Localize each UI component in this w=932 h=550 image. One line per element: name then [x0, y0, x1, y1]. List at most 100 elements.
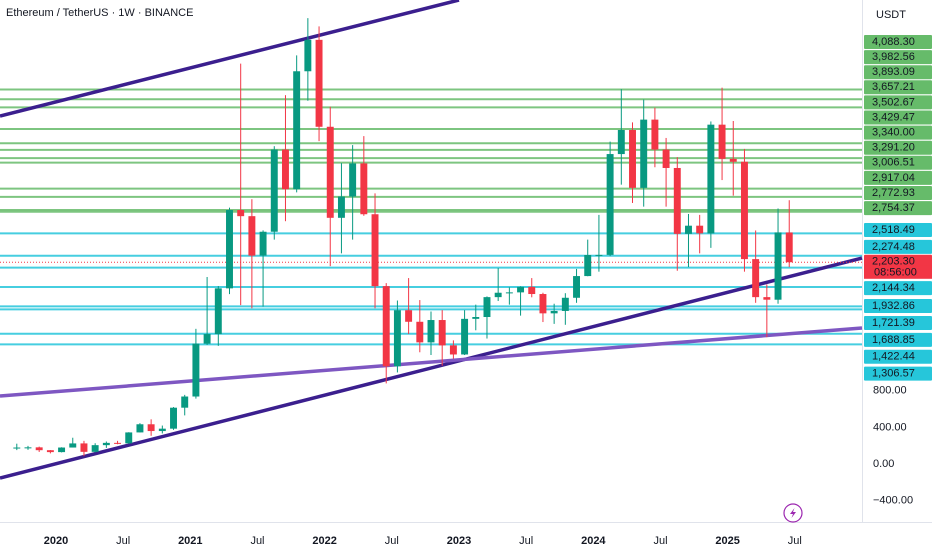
price-level-label-bg: [864, 80, 932, 95]
candle-body: [125, 432, 133, 444]
y-tick-label: 400.00: [873, 421, 907, 433]
price-level-label: 2,754.37: [872, 202, 915, 214]
candle-body: [427, 320, 435, 343]
candle-body: [237, 210, 245, 217]
price-level-label-bg: [864, 366, 932, 381]
candle-body: [114, 442, 122, 444]
candle-body: [371, 214, 379, 287]
candle-body: [573, 276, 581, 298]
candle-body: [181, 396, 189, 408]
candle-body: [147, 424, 155, 432]
candle-body: [69, 443, 77, 448]
candle-body: [617, 129, 625, 155]
candle-body: [405, 310, 413, 322]
countdown-bg: [864, 265, 932, 279]
currency-label: USDT: [876, 9, 906, 21]
candle-body: [203, 334, 211, 344]
candle-body: [685, 225, 692, 234]
candle-body: [740, 161, 748, 260]
candle-body: [214, 288, 222, 335]
price-axis: 800.00 400.00 0.00 −400.00 4,088.30 3,982.56 3…: [864, 35, 932, 507]
candle-body: [449, 345, 457, 355]
price-level-label-bg: [864, 170, 932, 185]
candle-body: [640, 119, 648, 188]
candle-body: [696, 225, 704, 234]
price-level-label-bg: [864, 223, 932, 237]
price-level-label-bg: [864, 239, 932, 254]
candle-body: [226, 210, 233, 289]
candle-body: [729, 158, 737, 162]
price-level-label-bg: [864, 315, 932, 330]
price-level-label: 2,772.93: [872, 187, 915, 199]
candle-body: [494, 292, 502, 298]
candle-body: [393, 310, 401, 367]
candle-body: [58, 447, 66, 453]
price-level-label-bg: [864, 35, 932, 49]
candle-body: [136, 424, 144, 433]
candle-body: [281, 149, 289, 190]
candle-body: [752, 259, 760, 298]
candle-body: [550, 310, 558, 314]
x-tick-label: Jul: [788, 535, 802, 547]
lightning-icon[interactable]: [783, 503, 803, 523]
trendline: [0, 326, 863, 398]
x-tick-label: Jul: [519, 535, 533, 547]
x-tick-label: Jul: [385, 535, 399, 547]
candle-body: [91, 445, 99, 452]
candle-body: [629, 129, 636, 188]
candle-body: [517, 286, 525, 293]
price-level-label: 1,688.85: [872, 334, 915, 346]
price-level-label: 3,502.67: [872, 96, 915, 108]
icon-bolt: [790, 508, 796, 518]
x-tick-label: 2024: [581, 535, 606, 547]
candle-body: [35, 447, 43, 451]
price-level-label: 3,429.47: [872, 111, 915, 123]
price-level-label: 3,340.00: [872, 127, 915, 139]
price-level-label-bg: [864, 299, 932, 314]
candle-body: [13, 447, 21, 449]
price-level-label: 2,518.49: [872, 224, 915, 236]
price-level-label: 4,088.30: [872, 36, 915, 48]
candle-body: [102, 442, 110, 446]
x-tick-label: Jul: [116, 535, 130, 547]
plot-area: [0, 0, 863, 480]
candle-body: [606, 154, 614, 255]
x-tick-label: 2020: [44, 535, 68, 547]
price-level-label: 3,291.20: [872, 142, 915, 154]
x-tick-label: 2021: [178, 535, 202, 547]
price-level-label: 2,274.48: [872, 241, 915, 253]
price-level-label: 1,721.39: [872, 317, 915, 329]
candle-body: [505, 292, 513, 294]
candle-body: [270, 149, 278, 232]
candle-body: [707, 124, 715, 234]
trendline: [0, 256, 863, 480]
countdown-label: 08:56:00: [874, 267, 917, 279]
candle-body: [483, 297, 491, 318]
candle-body: [539, 294, 547, 314]
candle-body: [774, 232, 782, 300]
x-tick-label: 2023: [447, 535, 471, 547]
candle-body: [158, 428, 166, 432]
price-level-label-bg: [864, 281, 932, 296]
price-level-label-bg: [864, 125, 932, 140]
candle-body: [337, 196, 345, 218]
price-level-label: 2,917.04: [872, 172, 915, 184]
candle-body: [461, 318, 469, 355]
candle-body: [259, 231, 267, 256]
candle-body: [360, 163, 368, 215]
candle-body: [528, 286, 536, 295]
candle-body: [416, 321, 424, 343]
candle-body: [438, 320, 446, 346]
price-level-label-bg: [864, 186, 932, 200]
price-level-label: 1,422.44: [872, 351, 915, 363]
price-level-label: 1,932.86: [872, 300, 915, 312]
candle-body: [595, 254, 603, 256]
trendline: [0, 0, 460, 118]
candle-body: [304, 39, 312, 72]
candle-body: [382, 286, 390, 367]
candle-body: [472, 317, 480, 319]
price-level-label-bg: [864, 349, 932, 364]
price-level-label: 2,144.34: [872, 282, 915, 294]
x-tick-label: Jul: [250, 535, 264, 547]
